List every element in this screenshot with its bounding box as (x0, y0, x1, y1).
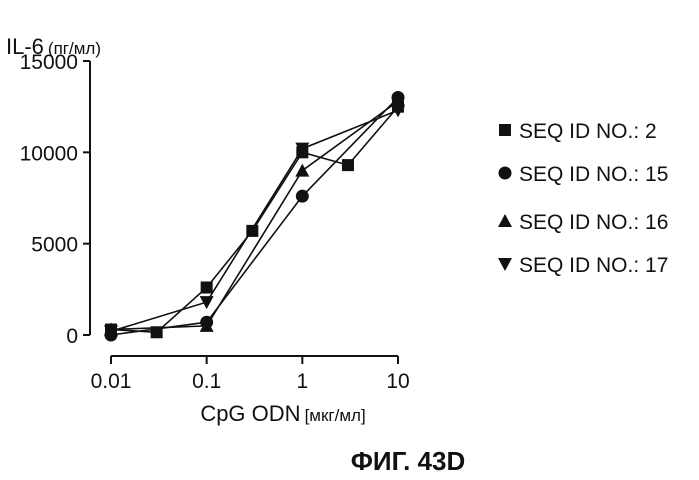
x-axis-title: CpG ODN [мкг/мл] (200, 401, 365, 426)
x-axis-title-unit: [мкг/мл] (305, 406, 366, 425)
y-tick-label: 0 (66, 325, 78, 348)
data-point-series-1 (342, 159, 354, 171)
legend-label-3: SEQ ID NO.: 16 (519, 211, 668, 234)
x-tick-label: 10 (386, 370, 409, 393)
legend-label-2: SEQ ID NO.: 15 (519, 163, 668, 186)
series-line-1 (111, 107, 398, 333)
x-tick-label: 1 (296, 370, 308, 393)
data-point-series-4 (200, 296, 214, 309)
data-point-series-3 (295, 164, 309, 177)
legend-marker-3 (498, 214, 512, 227)
y-tick-label: 5000 (31, 234, 78, 257)
legend-marker-1 (499, 124, 511, 136)
data-point-series-2 (296, 190, 309, 203)
y-tick-label: 15000 (20, 51, 78, 74)
plot-area: 0 5000 10000 15000 0.01 0.1 1 10 (20, 51, 410, 393)
series-line-4 (111, 110, 398, 331)
legend-marker-2 (499, 167, 512, 180)
series-line-3 (111, 101, 398, 329)
figure-label: ФИГ. 43D (351, 446, 466, 476)
legend: SEQ ID NO.: 2 SEQ ID NO.: 15 SEQ ID NO.: 1… (498, 120, 668, 277)
data-point-series-1 (246, 225, 258, 237)
legend-marker-4 (498, 258, 512, 271)
legend-label-1: SEQ ID NO.: 2 (519, 120, 657, 143)
legend-label-4: SEQ ID NO.: 17 (519, 254, 668, 277)
x-axis-title-main: CpG ODN (200, 401, 300, 426)
y-tick-label: 10000 (20, 142, 78, 165)
x-tick-label: 0.1 (192, 370, 221, 393)
data-point-series-1 (151, 326, 163, 338)
data-point-series-1 (201, 282, 213, 294)
x-tick-label: 0.01 (91, 370, 132, 393)
